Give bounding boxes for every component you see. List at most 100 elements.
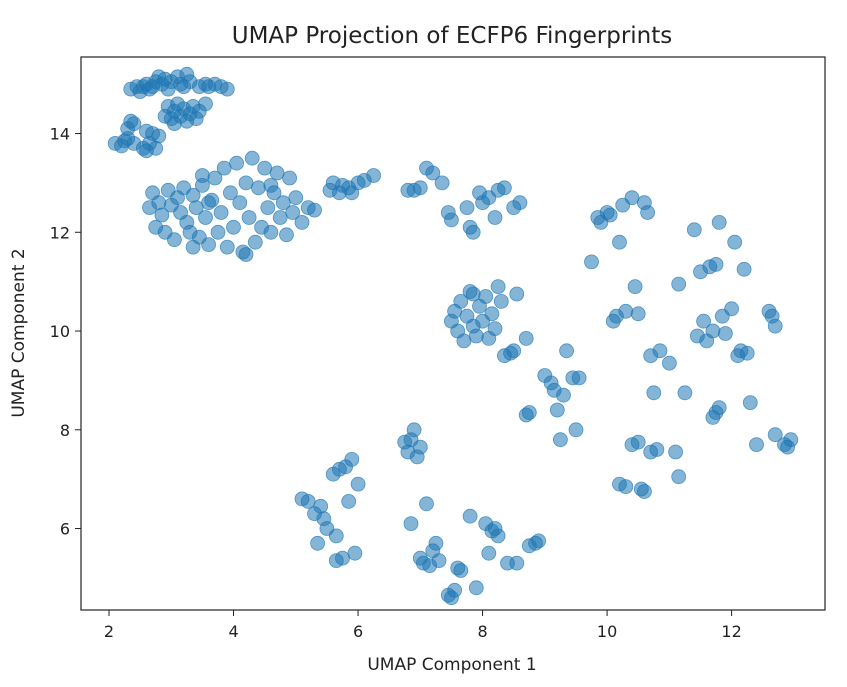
data-point [696,313,711,329]
data-point [662,355,677,371]
data-point [241,210,257,225]
data-point [328,553,344,568]
data-point [238,247,254,262]
data-point [671,469,687,485]
y-tick-label: 12 [50,223,70,242]
data-point [518,330,534,346]
data-point [640,205,655,220]
data-point [151,195,167,211]
data-point [347,545,363,561]
data-point [344,451,360,467]
data-point [481,545,497,561]
data-point [624,190,640,206]
data-point [213,205,229,220]
data-point [602,207,618,223]
data-point [428,535,444,551]
data-point [627,279,643,295]
data-point [568,422,584,438]
data-point [313,498,329,514]
data-point [711,214,727,230]
data-point [742,395,758,411]
plot-frame [80,56,826,611]
data-point [783,432,799,448]
data-point [612,234,627,250]
data-point [166,232,182,248]
data-point [767,427,783,443]
data-point [556,387,571,403]
data-point [671,276,687,292]
data-point [646,385,662,401]
data-point [506,343,522,359]
data-point [219,239,235,255]
data-point [288,190,304,206]
data-point [705,323,721,339]
data-point [465,286,481,302]
data-point [652,343,668,359]
data-point [403,516,419,531]
y-tick-label: 14 [50,125,70,144]
data-point [198,210,213,225]
data-point [238,175,254,191]
data-point [443,590,459,606]
x-tick-label: 6 [353,622,363,641]
data-point [412,439,428,455]
data-point [307,202,322,218]
data-point [649,442,665,457]
data-point [559,343,574,359]
data-point [739,345,755,361]
data-point [126,116,142,132]
data-point [412,180,428,196]
x-tick-label: 4 [228,622,238,641]
data-point [328,528,344,544]
data-point [406,422,422,438]
data-point [724,301,739,317]
data-point [232,195,248,211]
data-point [512,195,528,211]
data-point [484,306,500,322]
data-point [269,165,285,181]
data-point [434,175,450,191]
x-axis-label: UMAP Component 1 [367,655,536,675]
data-point [677,385,693,401]
data-point [487,321,503,337]
data-point [151,128,167,144]
data-point [431,553,447,568]
data-point [185,239,201,255]
x-axis-ticks: 2 4 6 8 10 12 [104,610,742,641]
x-tick-label: 8 [477,622,487,641]
data-point [571,370,587,386]
data-point [244,150,260,166]
data-points [107,66,799,606]
data-point [490,279,506,295]
data-point [584,254,599,270]
data-point [549,402,565,418]
data-point [250,180,266,196]
data-point [767,318,783,334]
y-axis-ticks: 6 8 10 12 14 [50,125,81,539]
data-point [138,123,154,139]
data-point [630,434,646,450]
data-point [453,563,469,578]
x-tick-label: 10 [597,622,617,641]
y-tick-label: 6 [60,520,70,539]
data-point [198,96,213,112]
data-point [201,237,217,253]
data-point [166,116,182,132]
data-point [711,400,727,416]
data-point [229,155,245,171]
data-point [425,165,441,181]
data-point [456,333,472,349]
data-point [275,195,291,211]
data-point [668,444,683,460]
y-tick-label: 8 [60,421,70,440]
data-point [279,227,294,243]
data-point [201,195,217,211]
data-point [718,326,733,341]
data-point [618,303,634,319]
data-point [521,405,537,420]
data-point [493,293,509,309]
data-point [487,210,503,225]
data-point [210,224,226,240]
data-point [294,214,310,230]
